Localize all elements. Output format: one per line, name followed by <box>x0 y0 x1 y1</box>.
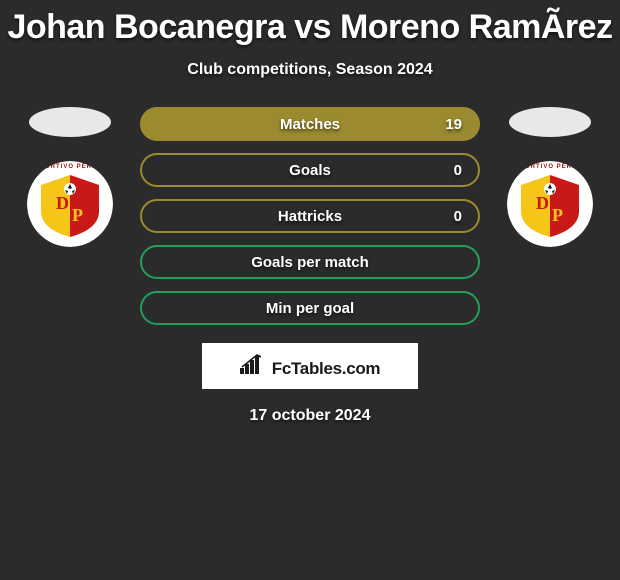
stats-list: Matches 19 Goals 0 Hattricks 0 Goals per… <box>140 107 480 325</box>
shield-icon: D P <box>521 175 579 237</box>
stat-label: Hattricks <box>142 208 478 225</box>
stat-label: Min per goal <box>142 300 478 317</box>
stat-row-goals-per-match: Goals per match <box>140 245 480 279</box>
stat-value: 19 <box>445 116 462 133</box>
stat-value: 0 <box>454 162 462 179</box>
svg-text:D: D <box>536 193 549 213</box>
shield-icon: D P <box>41 175 99 237</box>
svg-text:P: P <box>72 205 83 225</box>
club-arc-text-left: DEPORTIVO PEREIRA <box>30 164 111 170</box>
club-logo-right: DEPORTIVO PEREIRA D P <box>507 161 593 247</box>
stat-label: Goals <box>142 162 478 179</box>
stat-row-goals: Goals 0 <box>140 153 480 187</box>
right-side: DEPORTIVO PEREIRA D P <box>500 107 600 325</box>
stat-label: Matches <box>142 116 478 133</box>
brand-text: FcTables.com <box>272 359 381 379</box>
left-side: DEPORTIVO PEREIRA D P <box>20 107 120 325</box>
stat-row-hattricks: Hattricks 0 <box>140 199 480 233</box>
stat-label: Goals per match <box>142 254 478 271</box>
stat-value: 0 <box>454 208 462 225</box>
stat-row-matches: Matches 19 <box>140 107 480 141</box>
date-text: 17 october 2024 <box>0 407 620 425</box>
svg-text:P: P <box>552 205 563 225</box>
club-logo-left: DEPORTIVO PEREIRA D P <box>27 161 113 247</box>
bars-icon <box>240 354 266 374</box>
page-subtitle: Club competitions, Season 2024 <box>0 61 620 79</box>
brand-box[interactable]: FcTables.com <box>202 343 418 389</box>
content-row: DEPORTIVO PEREIRA D P Matches 19 Goals 0… <box>0 107 620 325</box>
player-avatar-left <box>29 107 111 137</box>
player-avatar-right <box>509 107 591 137</box>
club-arc-text-right: DEPORTIVO PEREIRA <box>510 164 591 170</box>
stat-row-min-per-goal: Min per goal <box>140 291 480 325</box>
page-title: Johan Bocanegra vs Moreno RamÃ­rez <box>0 0 620 47</box>
svg-text:D: D <box>56 193 69 213</box>
